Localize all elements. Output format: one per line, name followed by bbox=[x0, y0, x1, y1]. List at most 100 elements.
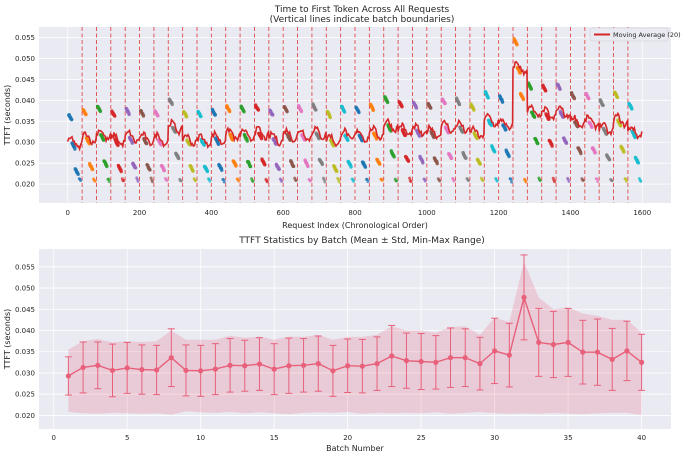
top-y-tick-label: 0.055 bbox=[15, 34, 35, 42]
request-point bbox=[256, 108, 261, 112]
request-point bbox=[234, 164, 238, 168]
request-point bbox=[349, 165, 353, 169]
request-point bbox=[524, 180, 528, 184]
request-point bbox=[159, 143, 163, 147]
request-point bbox=[213, 113, 218, 117]
request-point bbox=[547, 117, 551, 121]
request-point bbox=[461, 130, 465, 134]
request-point bbox=[248, 164, 253, 169]
request-point bbox=[148, 168, 152, 172]
request-point bbox=[294, 179, 298, 183]
batch-mean-line bbox=[68, 294, 643, 377]
request-point bbox=[251, 180, 255, 184]
bottom-x-tick-label: 10 bbox=[196, 434, 205, 442]
batch-mean-point bbox=[95, 362, 101, 368]
request-point bbox=[222, 180, 226, 184]
request-point bbox=[619, 124, 623, 128]
request-point bbox=[543, 89, 548, 93]
batch-mean-point bbox=[403, 358, 410, 364]
request-point bbox=[596, 180, 600, 184]
top-y-tick-label: 0.020 bbox=[15, 181, 35, 189]
bottom-x-tick-label: 15 bbox=[270, 434, 279, 442]
request-point bbox=[636, 161, 641, 165]
request-point bbox=[500, 100, 505, 104]
request-point bbox=[414, 106, 419, 110]
request-point bbox=[553, 180, 557, 184]
request-point bbox=[136, 179, 140, 183]
request-point bbox=[633, 135, 637, 140]
top-y-tick-label: 0.025 bbox=[15, 160, 35, 168]
request-point bbox=[337, 180, 341, 184]
top-chart-title: Time to First Token Across All Requests bbox=[274, 5, 450, 15]
batch-mean-point bbox=[256, 361, 263, 367]
request-point bbox=[130, 141, 135, 145]
request-point bbox=[280, 180, 284, 184]
batch-mean-point bbox=[477, 361, 483, 367]
batch-mean-point bbox=[124, 365, 130, 371]
bottom-x-tick-label: 25 bbox=[417, 434, 426, 442]
request-point bbox=[481, 179, 485, 183]
request-point bbox=[69, 117, 74, 122]
request-point bbox=[438, 179, 442, 183]
request-point bbox=[406, 159, 411, 163]
top-y-tick-label: 0.045 bbox=[15, 76, 35, 84]
min-max-range-band bbox=[68, 261, 642, 415]
bottom-x-tick-label: 35 bbox=[564, 434, 573, 442]
request-point bbox=[176, 156, 181, 161]
bottom-y-axis-label: TTFT (seconds) bbox=[3, 309, 12, 370]
request-point bbox=[73, 147, 77, 151]
request-point bbox=[314, 108, 318, 112]
request-point bbox=[116, 143, 120, 148]
batch-mean-point bbox=[168, 355, 174, 361]
request-point bbox=[590, 125, 594, 129]
request-point bbox=[466, 179, 470, 183]
request-point bbox=[291, 164, 296, 169]
request-point bbox=[170, 102, 174, 107]
request-point bbox=[265, 180, 269, 184]
batch-mean-point bbox=[80, 364, 86, 371]
batch-mean-point bbox=[521, 294, 527, 300]
request-point bbox=[392, 155, 396, 159]
request-point bbox=[622, 150, 626, 154]
batch-mean-point bbox=[242, 363, 248, 369]
batch-mean-point bbox=[65, 373, 71, 379]
request-point bbox=[529, 87, 534, 91]
bottom-plot-area bbox=[39, 249, 671, 429]
batch-mean-point bbox=[418, 358, 424, 365]
request-point bbox=[191, 169, 195, 173]
request-point bbox=[538, 179, 542, 183]
request-point bbox=[331, 144, 336, 148]
batch-mean-point bbox=[609, 356, 615, 362]
top-y-tick-label: 0.030 bbox=[15, 139, 35, 147]
batch-mean-point bbox=[153, 367, 160, 373]
request-point bbox=[259, 136, 264, 141]
bottom-x-tick-label: 30 bbox=[490, 434, 499, 442]
batch-mean-point bbox=[227, 362, 233, 368]
top-chart-subtitle: (Vertical lines indicate batch boundarie… bbox=[270, 15, 455, 25]
request-point bbox=[601, 103, 605, 108]
request-point bbox=[630, 107, 634, 111]
legend-box bbox=[589, 27, 669, 42]
top-x-tick-label: 800 bbox=[348, 209, 361, 217]
request-point bbox=[408, 176, 412, 180]
batch-mean-point bbox=[462, 355, 468, 361]
request-point bbox=[271, 113, 275, 117]
top-y-tick-label: 0.040 bbox=[15, 97, 35, 105]
request-point bbox=[145, 141, 149, 146]
request-point bbox=[90, 167, 95, 172]
request-point bbox=[366, 180, 370, 184]
request-point bbox=[472, 108, 476, 112]
request-point bbox=[308, 179, 312, 183]
top-x-tick-label: 400 bbox=[205, 209, 218, 217]
request-point bbox=[492, 150, 497, 154]
request-point bbox=[79, 179, 83, 183]
request-point bbox=[263, 163, 267, 167]
request-point bbox=[615, 95, 620, 100]
request-point bbox=[336, 178, 340, 182]
top-x-axis-label: Request Index (Chronological Order) bbox=[282, 221, 428, 230]
batch-mean-point bbox=[345, 363, 351, 369]
top-y-axis-label: TTFT (seconds) bbox=[3, 85, 12, 146]
batch-mean-point bbox=[330, 368, 336, 374]
request-point bbox=[509, 177, 513, 181]
request-point bbox=[624, 179, 628, 183]
